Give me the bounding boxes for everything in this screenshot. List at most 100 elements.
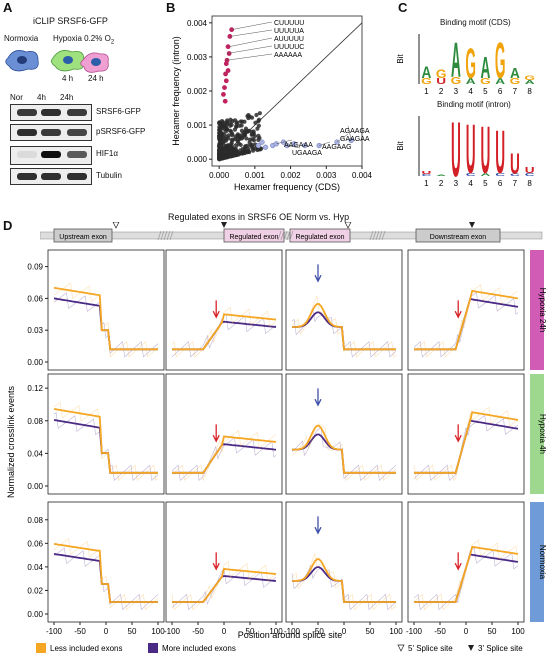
lane-nor-label: Nor <box>10 93 23 102</box>
facet-panel <box>165 501 283 623</box>
red-arrow-icon <box>212 552 220 571</box>
less-included-line <box>53 543 158 603</box>
x-tick-label: 0.002 <box>281 171 302 180</box>
x-tick-label: 50 <box>366 627 375 636</box>
hexamer-label: UUUUUC <box>274 44 304 51</box>
raw-trace <box>53 547 159 611</box>
blot-band <box>67 173 87 180</box>
blot-band <box>41 109 61 116</box>
x-tick-label: 0 <box>222 627 227 636</box>
panel-c-label: C <box>398 0 408 15</box>
row-strip <box>530 374 544 494</box>
raw-trace <box>291 427 397 482</box>
regulated-exon-right <box>289 228 351 243</box>
y-tick-label: 0.03 <box>27 326 43 335</box>
cell-illustrations <box>5 50 109 73</box>
row-strip-label: Hypoxia 4h <box>538 414 547 454</box>
label-leader <box>347 125 352 141</box>
data-point <box>226 133 231 138</box>
three-prime-splice-site-icon <box>221 222 227 228</box>
y-axis-label: Normalized crosslink events <box>6 385 16 498</box>
logo-position: 1 <box>424 179 429 188</box>
label-leader <box>336 133 349 143</box>
logo-letter: G <box>436 67 447 81</box>
facet-panel <box>285 373 403 495</box>
y-tick-label: 0.06 <box>27 539 43 548</box>
row-strip-label: Normoxia <box>538 545 547 580</box>
data-point <box>217 156 222 162</box>
panel-d-label: D <box>3 218 13 233</box>
row-strip-label: Hypoxia 24h <box>538 288 547 332</box>
blot-label: SRSF6-GFP <box>96 107 141 116</box>
data-point <box>228 129 234 134</box>
data-point <box>217 131 222 136</box>
red-arrow-icon <box>454 552 462 571</box>
raw-trace <box>53 292 159 358</box>
y-tick-label: 0.00 <box>27 358 43 367</box>
logo-position: 7 <box>513 87 518 96</box>
hexamer-label: UGAAGA <box>292 150 322 157</box>
legend-less-swatch <box>36 643 46 653</box>
blot-band <box>17 173 37 180</box>
x-tick-label: 0.004 <box>352 171 373 180</box>
intron-break <box>163 230 168 241</box>
logo-letter: C <box>510 173 520 177</box>
x-tick-label: -100 <box>406 627 423 636</box>
five-prime-splice-site-icon <box>112 222 120 229</box>
cds-enriched-point <box>291 141 297 147</box>
raw-trace <box>413 284 519 358</box>
logo-letter: A <box>510 65 520 82</box>
legend-3ss-label: 3' Splice site <box>478 644 523 653</box>
logo-position: 5 <box>483 179 488 188</box>
downstream-exon <box>415 228 501 243</box>
y-tick-label: 0.12 <box>27 384 43 393</box>
data-point <box>249 132 254 137</box>
cds-enriched-point <box>348 137 354 144</box>
x-tick-label: 50 <box>488 627 497 636</box>
label-leader <box>276 139 293 145</box>
x-tick-label: 100 <box>389 627 403 636</box>
intron-break <box>277 230 282 241</box>
legend-more-label: More included exons <box>162 644 236 653</box>
less-included-line <box>414 411 519 474</box>
logo-letter: U <box>436 77 446 86</box>
less-included-line <box>53 408 158 474</box>
blot-strip <box>10 124 92 141</box>
y-tick-label: 0.04 <box>27 563 43 572</box>
blot-label: Tubulin <box>96 171 122 180</box>
blue-arrow-icon <box>314 388 322 407</box>
x-tick-label: 0 <box>464 627 469 636</box>
logo-position: 2 <box>439 179 444 188</box>
less-included-line <box>172 435 277 474</box>
y-tick-label: 0.06 <box>27 294 43 303</box>
legend-more-swatch <box>148 643 158 653</box>
row-strip <box>530 502 544 622</box>
intron-break <box>381 230 386 241</box>
data-point <box>234 124 239 129</box>
facet-panel <box>165 249 283 371</box>
blot-band <box>17 109 37 116</box>
crosslink-grid: 0.00 0.03 0.06 0.09 Hypoxia 24h 0.00 0.04 0.08 0… <box>6 249 547 653</box>
data-point <box>225 118 230 123</box>
label-leader <box>229 29 273 37</box>
blue-arrow-icon <box>314 516 322 535</box>
upstream-exon-label: Upstream exon <box>59 234 107 241</box>
less-included-line <box>292 303 396 351</box>
data-point <box>225 148 231 153</box>
intron-break <box>169 230 174 241</box>
data-point <box>222 132 227 137</box>
legend-less-label: Less included exons <box>50 644 123 653</box>
intron-enriched-point <box>229 27 235 33</box>
data-point <box>236 141 242 146</box>
x-tick-label: 50 <box>128 627 137 636</box>
data-point <box>219 124 224 129</box>
blot-band <box>67 109 87 116</box>
intron-enriched-point <box>225 44 231 50</box>
legend-5ss-label: 5' Splice site <box>408 644 453 653</box>
x-tick-label: -50 <box>192 627 204 636</box>
blot-strip <box>10 104 92 121</box>
logo-letter: A <box>421 64 431 83</box>
logo-letter: G <box>421 77 432 86</box>
